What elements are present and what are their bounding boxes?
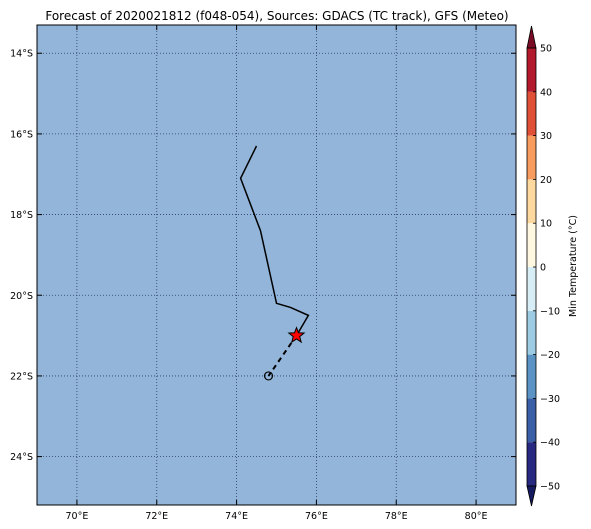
map-panel: 70°E 72°E 74°E 76°E 78°E 80°E 14°S 16°S 18°S 20°… [10,24,517,522]
colorbar-tick-label: −30 [540,394,560,405]
colorbar-segments [526,25,537,507]
ocean-area [37,25,516,505]
colorbar-extend-low [526,485,537,507]
colorbar-tick-label: 30 [540,131,552,142]
colorbar-tick-label: −20 [540,350,560,361]
colorbar-segment [527,442,536,486]
map-frame [36,24,517,506]
colorbar-segment [527,179,536,224]
current-position-star-icon [287,326,306,344]
colorbar-tick-label: 50 [540,44,552,55]
colorbar-segment [527,398,536,443]
lat-tick-label: 16°S [10,129,33,140]
colorbar-tick-label: 10 [540,219,552,230]
longitude-ticks: 70°E 72°E 74°E 76°E 78°E 80°E [65,25,488,522]
colorbar-segment [527,48,536,92]
lat-tick-label: 14°S [10,49,33,60]
colorbar-extend-high [526,25,537,49]
colorbar-ticks: 50 40 30 20 10 0 −10 −20 −30 −40 −50 [533,44,560,493]
colorbar-label: Min Temperature (°C) [568,215,579,317]
colorbar-tick-label: −10 [540,306,560,317]
latitude-ticks: 14°S 16°S 18°S 20°S 22°S 24°S [10,49,516,463]
lat-tick-label: 24°S [10,452,33,463]
colorbar-tick-label: −50 [540,482,560,493]
colorbar-segment [527,354,536,399]
lon-tick-label: 76°E [305,511,328,522]
lon-tick-label: 72°E [145,511,168,522]
colorbar: 50 40 30 20 10 0 −10 −20 −30 −40 −50 Min Temperatu… [526,25,579,507]
lat-tick-label: 18°S [10,210,33,221]
colorbar-tick-label: 0 [540,263,546,274]
forecast-track-line [267,335,298,377]
figure-title: Forecast of 2020021812 (f048-054), Sourc… [45,9,508,23]
past-track-line [239,145,310,336]
colorbar-segment [527,91,536,136]
lon-tick-label: 80°E [465,511,488,522]
lat-tick-label: 22°S [10,371,33,382]
lon-tick-label: 78°E [385,511,408,522]
colorbar-tick-label: 40 [540,87,552,98]
colorbar-segment [527,223,536,267]
colorbar-segment [527,267,536,311]
tc-track [239,145,310,381]
lon-tick-label: 74°E [225,511,248,522]
colorbar-segment [527,135,536,180]
forecast-position-marker [263,371,274,381]
graticule [37,25,516,505]
colorbar-segment [527,310,536,355]
lat-tick-label: 20°S [10,291,33,302]
colorbar-tick-label: −40 [540,438,560,449]
colorbar-tick-label: 20 [540,175,552,186]
lon-tick-label: 70°E [65,511,88,522]
